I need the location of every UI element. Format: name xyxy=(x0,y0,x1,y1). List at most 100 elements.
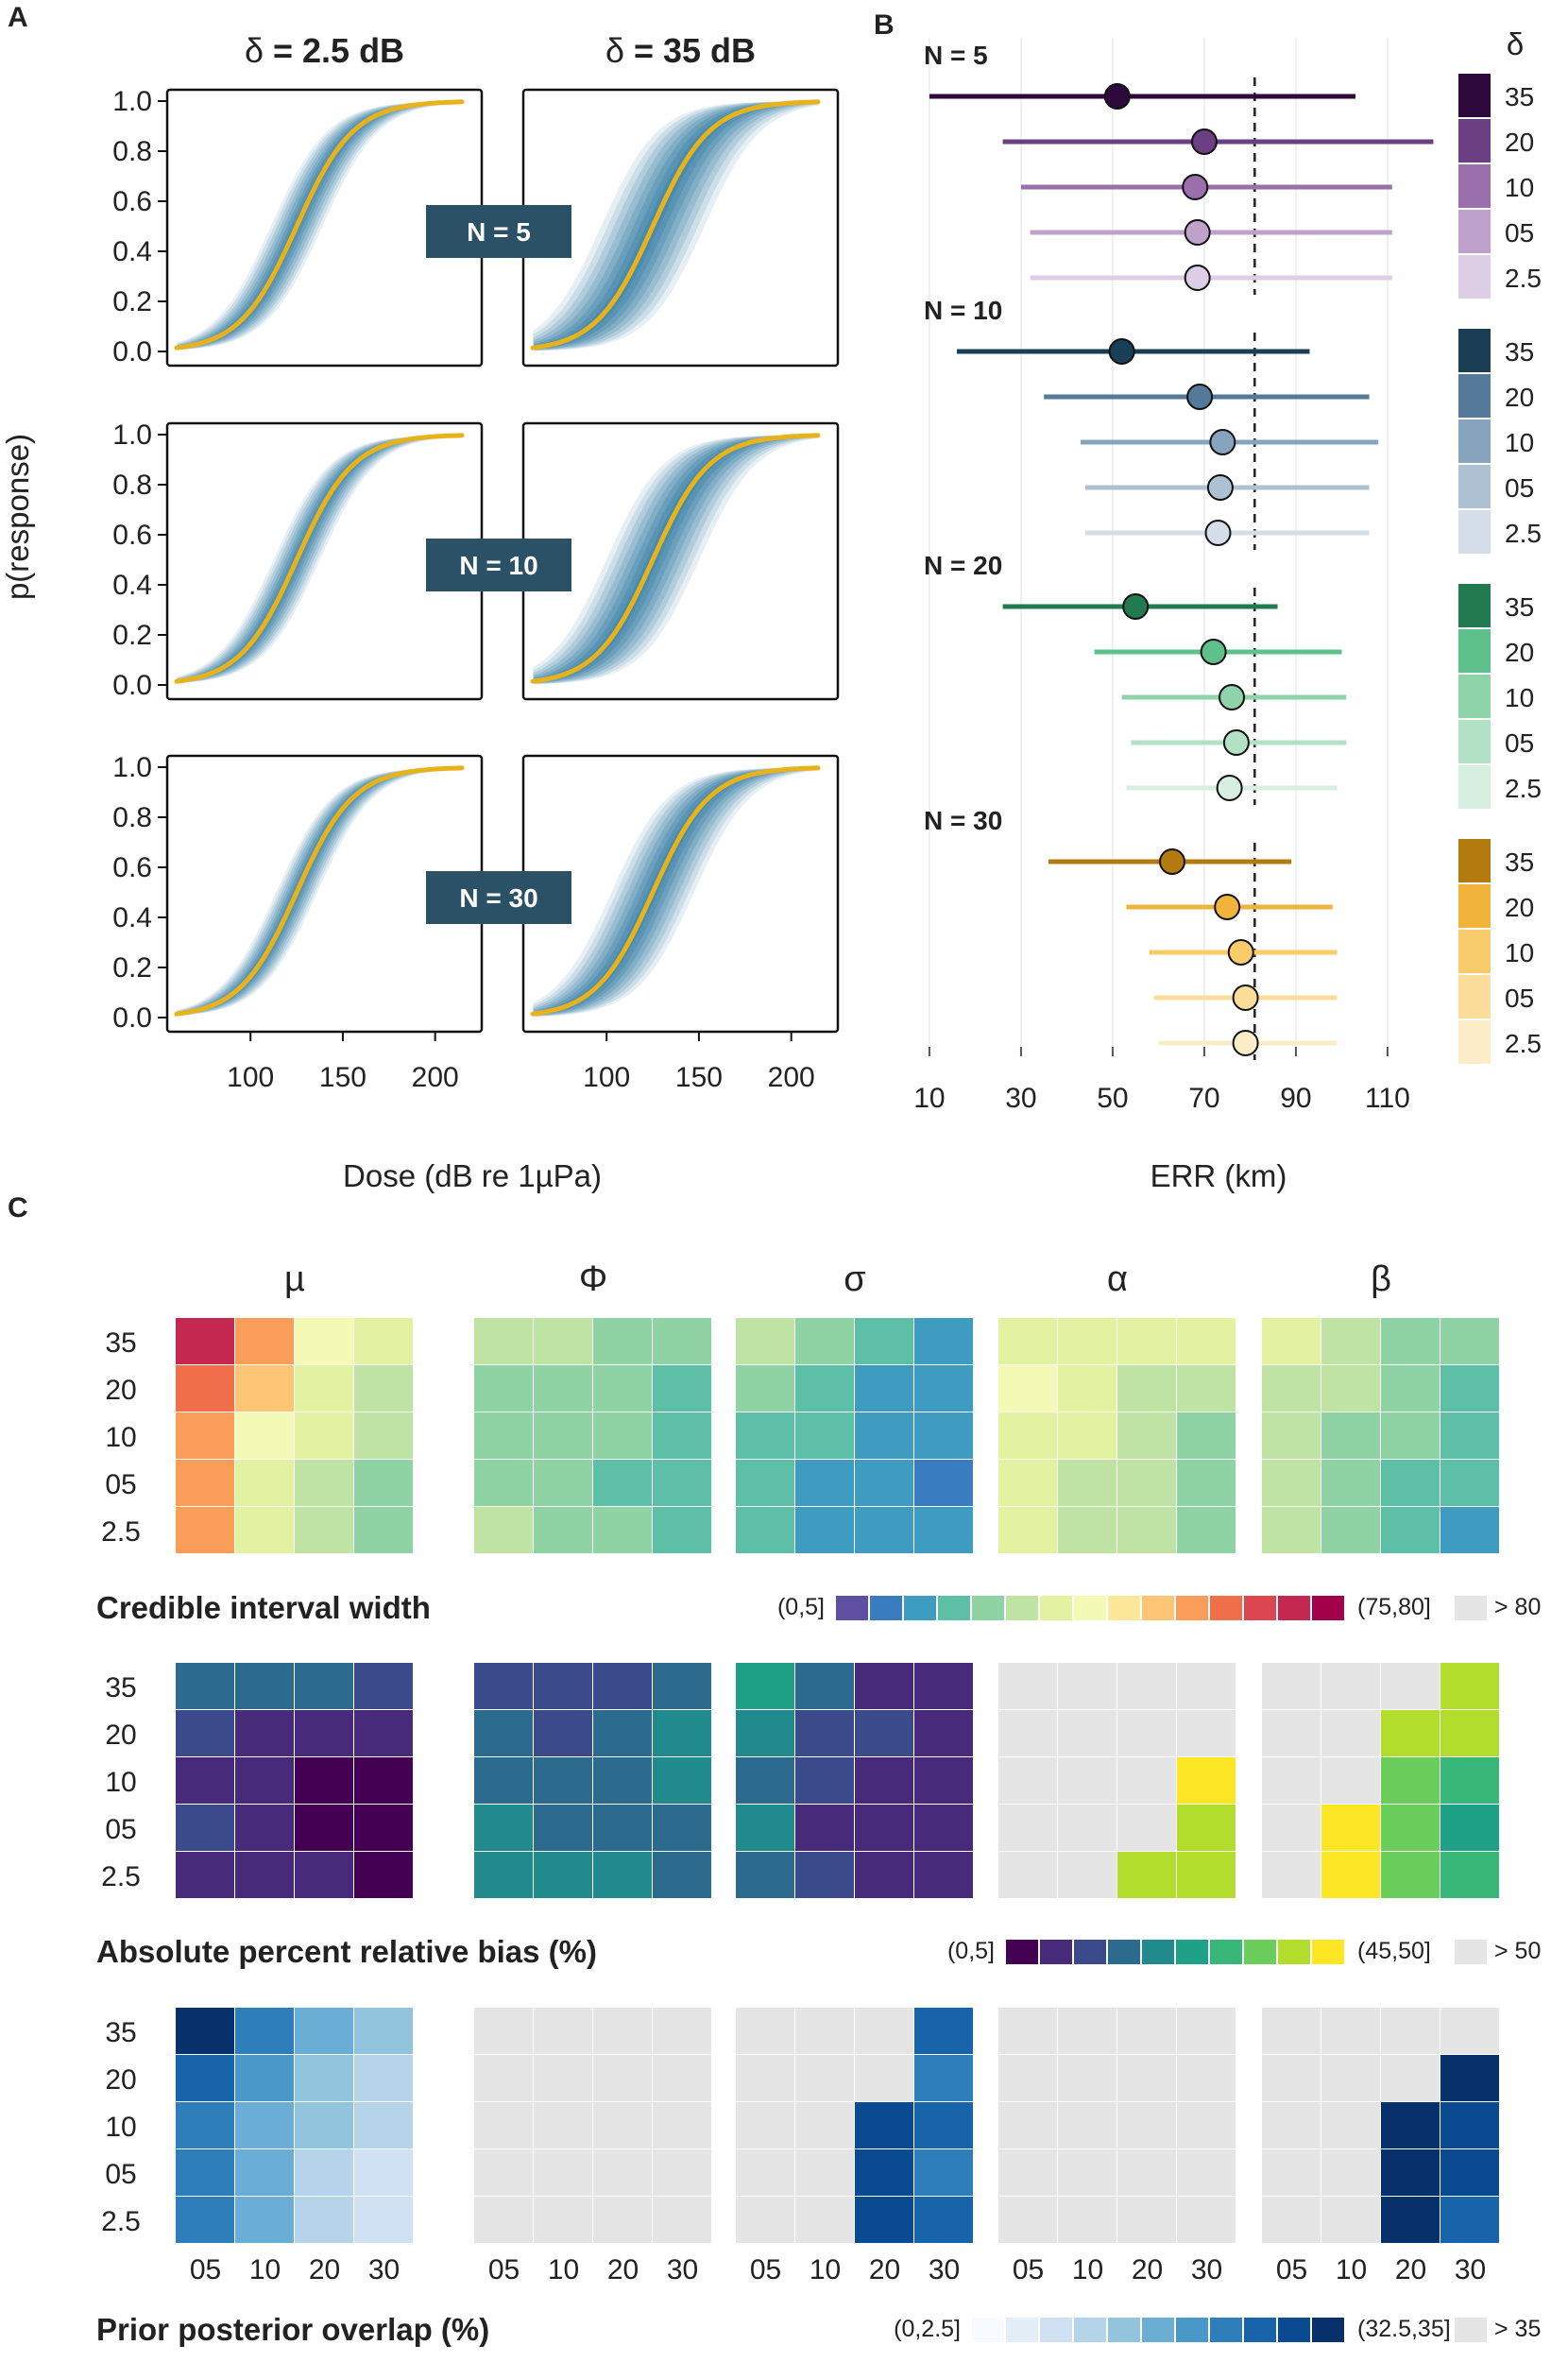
heat-cell xyxy=(1262,1412,1321,1459)
envelope-band xyxy=(533,767,819,1017)
heat-cell xyxy=(474,2102,533,2148)
panel-label-a: A xyxy=(8,2,28,33)
scale-swatch xyxy=(1244,1940,1276,1964)
heat-cell xyxy=(1117,1507,1176,1553)
heat-cell xyxy=(235,1507,294,1553)
heat-cell xyxy=(534,1757,592,1804)
scale-swatch xyxy=(1244,1596,1276,1620)
heat-cell xyxy=(176,1805,234,1851)
n-label-box xyxy=(426,205,571,258)
heat-cell xyxy=(795,1318,854,1364)
heat-cell xyxy=(1440,2102,1499,2148)
heat-cell xyxy=(1058,1663,1116,1709)
heat-cell xyxy=(1321,2008,1380,2054)
legend-swatch xyxy=(1458,629,1491,673)
heat-cell xyxy=(914,1412,973,1459)
heat-cell xyxy=(1117,2149,1176,2196)
heat-cell xyxy=(295,1365,353,1412)
envelope-band xyxy=(177,435,463,684)
heat-cell xyxy=(795,1852,854,1898)
row-label: 20 xyxy=(105,1375,136,1406)
heat-cell xyxy=(295,1507,353,1553)
heat-cell xyxy=(176,1852,234,1898)
heat-cell xyxy=(1058,1318,1116,1364)
group-label: N = 30 xyxy=(924,806,1002,835)
heat-cell xyxy=(474,2008,533,2054)
heat-cell xyxy=(998,2149,1057,2196)
x-tick-label: 100 xyxy=(583,1062,630,1093)
legend-label: 20 xyxy=(1505,128,1534,157)
median-curve xyxy=(530,433,821,684)
heat-cell xyxy=(593,1460,652,1506)
heat-cell xyxy=(653,1507,711,1553)
heat-cell xyxy=(1177,1412,1236,1459)
heat-cell xyxy=(1058,1852,1116,1898)
panel-label-c: C xyxy=(8,1192,28,1224)
heat-cell xyxy=(1440,2055,1499,2101)
column-header: δ = 2.5 dB xyxy=(245,31,404,70)
estimate-point xyxy=(1186,384,1214,410)
heat-cell xyxy=(1440,2008,1499,2054)
heat-cell xyxy=(736,2197,794,2243)
heat-cell xyxy=(176,2149,234,2196)
legend-swatch xyxy=(1458,930,1491,973)
heat-cell xyxy=(1117,1412,1176,1459)
y-tick-label: 0.8 xyxy=(112,802,152,833)
legend-label: 20 xyxy=(1505,638,1534,667)
heat-cell xyxy=(998,1460,1057,1506)
median-curve xyxy=(174,433,465,684)
heat-cell xyxy=(1440,1805,1499,1851)
envelope-band xyxy=(177,767,463,1015)
metric-title: Prior posterior overlap (%) xyxy=(96,2312,489,2347)
x-tick-label: 110 xyxy=(1365,1083,1410,1114)
heat-cell xyxy=(1440,2149,1499,2196)
heat-cell xyxy=(474,1507,533,1553)
heat-cell xyxy=(914,1365,973,1412)
heat-cell xyxy=(1177,1852,1236,1898)
legend-swatch xyxy=(1458,839,1491,882)
heat-cell xyxy=(1177,1805,1236,1851)
heat-cell xyxy=(1381,1805,1440,1851)
heat-cell xyxy=(1262,1460,1321,1506)
y-tick-label: 0.4 xyxy=(112,902,152,933)
heat-cell xyxy=(295,1805,353,1851)
legend-label: 2.5 xyxy=(1505,774,1542,803)
heat-cell xyxy=(1177,1757,1236,1804)
heat-cell xyxy=(736,1663,794,1709)
heat-cell xyxy=(593,2008,652,2054)
heat-cell xyxy=(1321,1710,1380,1756)
heat-cell xyxy=(474,1318,533,1364)
heat-cell xyxy=(474,1365,533,1412)
x-tick-label: 30 xyxy=(1005,1083,1036,1114)
heat-cell xyxy=(295,1852,353,1898)
column-label: 20 xyxy=(1395,2254,1426,2285)
heat-cell xyxy=(235,2197,294,2243)
legend-swatch xyxy=(1458,765,1491,809)
heat-cell xyxy=(1262,1805,1321,1851)
heat-cell xyxy=(736,1710,794,1756)
heat-cell xyxy=(914,2008,973,2054)
heat-cell xyxy=(653,2055,711,2101)
heat-cell xyxy=(474,1663,533,1709)
scale-swatch xyxy=(1312,1596,1344,1620)
envelope-band xyxy=(533,435,819,684)
heat-cell xyxy=(295,2055,353,2101)
heat-cell xyxy=(855,1318,913,1364)
heat-cell xyxy=(354,1507,413,1553)
heat-cell xyxy=(176,2008,234,2054)
heat-cell xyxy=(474,2055,533,2101)
estimate-point xyxy=(1219,684,1246,710)
estimate-point xyxy=(1159,848,1185,875)
heat-cell xyxy=(795,2197,854,2243)
heat-cell xyxy=(354,2055,413,2101)
scale-overflow-swatch xyxy=(1455,2318,1487,2342)
heat-cell xyxy=(1058,2197,1116,2243)
heat-cell xyxy=(295,1663,353,1709)
heat-cell xyxy=(176,1365,234,1412)
heat-cell xyxy=(534,2149,592,2196)
heat-cell xyxy=(795,1460,854,1506)
estimate-point xyxy=(1232,1030,1259,1056)
heat-cell xyxy=(534,1805,592,1851)
heat-cell xyxy=(795,2008,854,2054)
